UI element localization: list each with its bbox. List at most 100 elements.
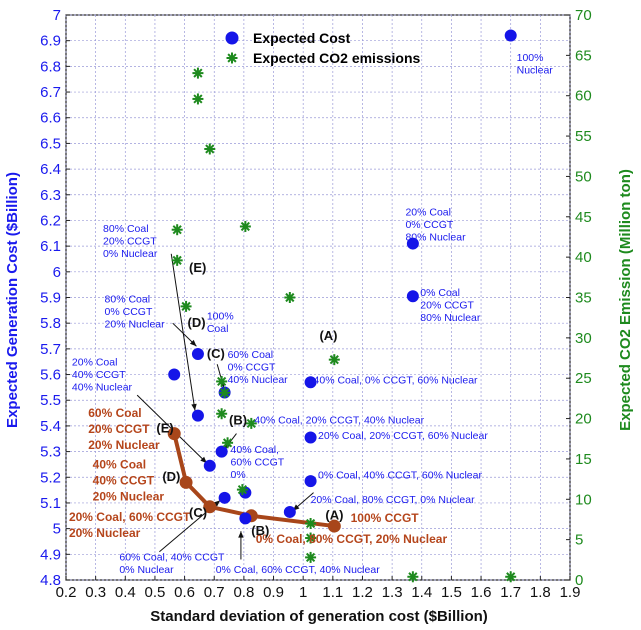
annotation-label: 0% Coal, 40% CCGT, 60% Nuclear (318, 470, 482, 482)
annotation-label: 20% Coal 0% CCGT 80% Nuclear (405, 206, 466, 243)
annotation-label: 20% Coal 40% CCGT 40% Nuclear (72, 357, 133, 394)
y-tick-label: 6.4 (40, 161, 61, 178)
annotation-label: (B) (229, 413, 247, 428)
co2-point (180, 300, 192, 312)
cost-point (239, 512, 252, 525)
x-tick-label: 1.3 (382, 584, 403, 601)
y2-tick-label: 50 (575, 168, 592, 185)
y-tick-label: 6.6 (40, 110, 61, 127)
annotation-arrow (172, 322, 197, 347)
y-tick-label: 5.2 (40, 469, 61, 486)
x-tick-label: 1.7 (500, 584, 521, 601)
cost-point (304, 431, 317, 444)
x-tick-label: 1.6 (471, 584, 492, 601)
y-tick-label: 6.5 (40, 135, 61, 152)
co2-point (284, 292, 296, 303)
annotation-label: (E) (189, 260, 206, 275)
x-tick-label: 0.6 (174, 584, 195, 601)
annotation-label: 20% Coal, 60% CCGT 20% Nuclear (69, 510, 191, 540)
annotation-label: 60% Coal, 40% CCGT 0% Nuclear (119, 552, 225, 577)
cost-point (191, 348, 204, 360)
annotation-label: 100% CCGT (351, 511, 420, 525)
y-tick-label: 7 (53, 7, 61, 24)
annotation-label: (C) (207, 346, 225, 361)
y-tick-label: 5.7 (40, 341, 61, 358)
annotation-label: 100% Coal (207, 310, 234, 335)
x-axis-ticks: 0.2 0.3 0.4 0.5 0.6 0.7 0.8 0.9 1 1.1 1.2 1.3 1.4 1.5… (56, 576, 581, 601)
annotation-arrow (170, 253, 197, 411)
legend: Expected Cost Expected CO2 emissions (225, 30, 421, 66)
x-tick-label: 0.2 (56, 584, 77, 601)
y-tick-label: 6.1 (40, 238, 61, 255)
x-tick-label: 0.4 (115, 584, 136, 601)
y-tick-label: 5.9 (40, 290, 61, 307)
annotation-label: 0% Coal 20% CCGT 80% Nuclear (420, 287, 481, 324)
y2-tick-label: 10 (575, 491, 592, 508)
co2-point (407, 571, 419, 583)
frontier-point (203, 500, 217, 514)
y2-tick-label: 60 (575, 88, 592, 105)
y2-tick-label: 30 (575, 330, 592, 347)
annotation-label: 60% Coal 20% CCGT 20% Nuclear (88, 406, 160, 452)
annotation-label: 0% Coal, 80% CCGT, 20% Nuclear (256, 532, 448, 546)
legend-co2-label: Expected CO2 emissions (253, 50, 421, 66)
annotation-arrow (238, 531, 244, 560)
y-tick-label: 5.1 (40, 495, 61, 512)
co2-point (192, 67, 204, 79)
legend-co2-marker (226, 52, 238, 64)
annotation-label: 40% Coal, 0% CCGT, 60% Nuclear (314, 375, 478, 387)
cost-point (406, 237, 419, 250)
y2-tick-label: 40 (575, 249, 592, 266)
co2-point (171, 224, 183, 236)
y-tick-label: 6.3 (40, 187, 61, 204)
annotation-label: (D) (188, 315, 206, 330)
co2-point (219, 387, 231, 399)
annotation-label: 20% Coal, 80% CCGT, 0% Nuclear (311, 494, 475, 506)
legend-cost-label: Expected Cost (253, 30, 351, 46)
x-tick-label: 0.3 (85, 584, 106, 601)
annotation-label: (A) (319, 328, 337, 343)
y-tick-label: 6.2 (40, 212, 61, 229)
annotation-label: 40% Coal, 20% CCGT, 40% Nuclear (254, 414, 424, 426)
y2-tick-label: 0 (575, 572, 583, 589)
annotation-label: (E) (156, 420, 173, 435)
y2-tick-label: 5 (575, 532, 583, 549)
co2-point (305, 532, 317, 544)
cost-point (215, 445, 228, 458)
y2-axis-title: Expected CO2 Emission (Million ton) (617, 169, 634, 431)
y2-tick-label: 65 (575, 47, 592, 64)
co2-point (239, 220, 251, 232)
annotation-label: 40% Coal 40% CCGT 20% Nuclear (93, 457, 165, 503)
y-tick-label: 5 (53, 521, 61, 538)
cost-point (168, 368, 181, 381)
annotation-label: (C) (189, 505, 207, 520)
cost-point (203, 459, 216, 472)
cost-point (504, 29, 517, 42)
x-tick-label: 0.8 (233, 584, 254, 601)
annotation-label: (D) (162, 469, 180, 484)
cost-point (304, 376, 317, 389)
y2-tick-label: 15 (575, 451, 592, 468)
legend-star-glyph (226, 52, 238, 64)
co2-point (305, 518, 317, 529)
y2-tick-label: 20 (575, 411, 592, 428)
x-tick-label: 1.9 (560, 584, 581, 601)
co2-point (222, 437, 234, 449)
annotation-label: (A) (325, 508, 343, 523)
y-tick-label: 4.9 (40, 546, 61, 563)
annotation-label: 80% Coal 0% CCGT 20% Nuclear (105, 294, 166, 331)
y-tick-label: 4.8 (40, 572, 61, 589)
x-axis-title: Standard deviation of generation cost ($… (150, 608, 488, 625)
cost-point (304, 475, 317, 488)
y-tick-label: 5.4 (40, 418, 61, 435)
y-tick-label: 5.6 (40, 367, 61, 384)
x-tick-label: 0.5 (145, 584, 166, 601)
co2-point (305, 551, 317, 563)
cost-point (283, 505, 296, 518)
x-tick-label: 1.1 (322, 584, 343, 601)
y-tick-label: 6 (53, 264, 61, 281)
x-tick-label: 1 (299, 584, 307, 601)
cost-point (218, 491, 231, 504)
cost-point (406, 290, 419, 303)
